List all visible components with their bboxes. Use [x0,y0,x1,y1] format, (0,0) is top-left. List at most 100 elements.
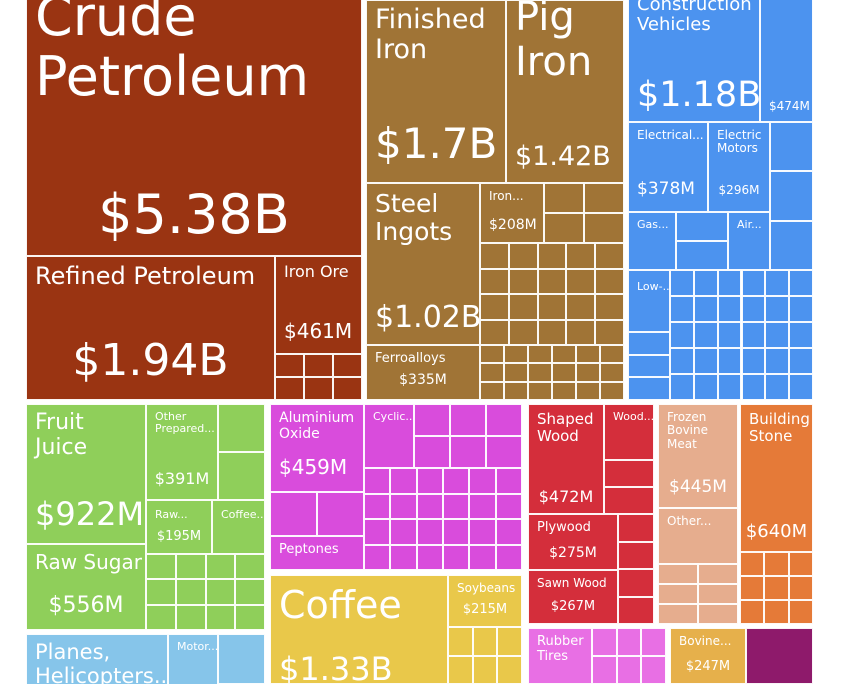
minor-tile [698,604,738,624]
minor-tile [552,363,576,382]
minor-tile [469,468,496,494]
minor-tile [235,604,265,630]
minor-tile [789,270,813,296]
tile-label: Raw... [155,508,188,521]
tile-raw: Raw... $195M [146,500,212,554]
minor-tile [618,569,654,597]
minor-tile [741,296,766,322]
minor-tile [600,381,624,400]
tile-label: Pig Iron [515,0,593,85]
minor-tile [235,554,265,580]
minor-tile [764,552,789,576]
minor-tile [717,270,742,296]
minor-tile [670,322,694,348]
minor-tile [443,519,470,545]
minor-tile [495,493,522,519]
tile-fruit-juice: Fruit Juice $922M [26,404,146,544]
tile-frozen-bovine-meat: Frozen Bovine Meat $445M [658,404,738,508]
minor-tile [544,213,584,243]
minor-tile [270,492,317,536]
minor-tile [390,468,417,494]
minor-tile [604,487,654,514]
minor-tile [740,600,765,624]
minor-tile [480,363,504,382]
minor-tile [390,544,417,570]
minor-tile [448,655,473,684]
minor-tile [443,544,470,570]
tile-electrical: Electrical... $378M [628,122,708,212]
minor-tile [497,655,522,684]
tile-label: Air... [737,218,762,231]
minor-tile [175,604,206,630]
minor-tile [508,294,538,320]
minor-tile [788,552,813,576]
minor-tile [472,655,498,684]
minor-tile [600,363,624,382]
tile-label: Coffee [279,583,402,627]
minor-tile [146,604,176,630]
tile-value: $1.02B [375,300,480,335]
tile-label: Aluminium Oxide [279,410,355,442]
tile-value: $1.94B [72,335,229,386]
minor-tile [486,436,522,468]
minor-tile [595,268,624,294]
minor-tile [717,374,742,400]
minor-tile [641,656,666,684]
minor-tile [495,468,522,494]
minor-tile [472,627,498,656]
minor-tile [770,220,813,270]
minor-tile [552,381,576,400]
tile-electric-motors: Electric Motors $296M [708,122,770,212]
minor-tile [275,377,304,400]
minor-tile [764,600,789,624]
tile-value: $556M [48,593,124,618]
minor-tile [304,377,333,400]
minor-tile [480,319,509,345]
tile-low: Low-... [628,270,670,332]
tile-construction-vehicles: Construction Vehicles $1.18B [628,0,760,122]
tile-peptones: Peptones [270,536,364,570]
minor-tile [595,294,624,320]
minor-tile [317,492,364,536]
tile-label: Other Prepared... [155,410,215,436]
minor-tile [450,404,486,436]
tile-value: $459M [279,455,348,479]
minor-tile [480,294,509,320]
minor-tile [537,319,567,345]
tile-value: $474M [769,99,810,113]
minor-tile [616,628,642,656]
minor-tile [495,519,522,545]
minor-tile [469,544,496,570]
tile-value: $922M [35,495,145,533]
tile-value: $215M [462,602,508,617]
minor-tile [235,579,265,605]
tile-gas: Gas... [628,212,676,270]
minor-tile [788,600,813,624]
tile-label: Construction Vehicles [637,0,752,36]
tile-label: Peptones [279,542,339,557]
minor-tile [741,322,766,348]
minor-tile [537,268,567,294]
minor-tile [670,270,694,296]
tile-value: $208M [489,217,537,233]
minor-tile [765,322,790,348]
minor-tile [789,348,813,374]
minor-tile [566,294,596,320]
minor-tile [770,122,813,172]
tile-value: $267M [550,599,596,614]
minor-tile [616,656,642,684]
tile-label: Cyclic... [373,410,414,423]
minor-tile [592,656,617,684]
tile-label: Sawn Wood [537,576,607,590]
minor-tile [218,404,265,452]
minor-tile [658,604,698,624]
tile-value: $335M [399,372,447,388]
minor-tile [740,552,765,576]
minor-tile [576,345,600,364]
tile-item-9: $474M [760,0,813,122]
tile-coffee: Coffee $1.33B [270,575,448,684]
minor-tile [789,296,813,322]
tile-label: Motor... [177,640,218,653]
tile-rubber-tires: Rubber Tires [528,628,592,684]
tile-label: Refined Petroleum [35,262,256,290]
